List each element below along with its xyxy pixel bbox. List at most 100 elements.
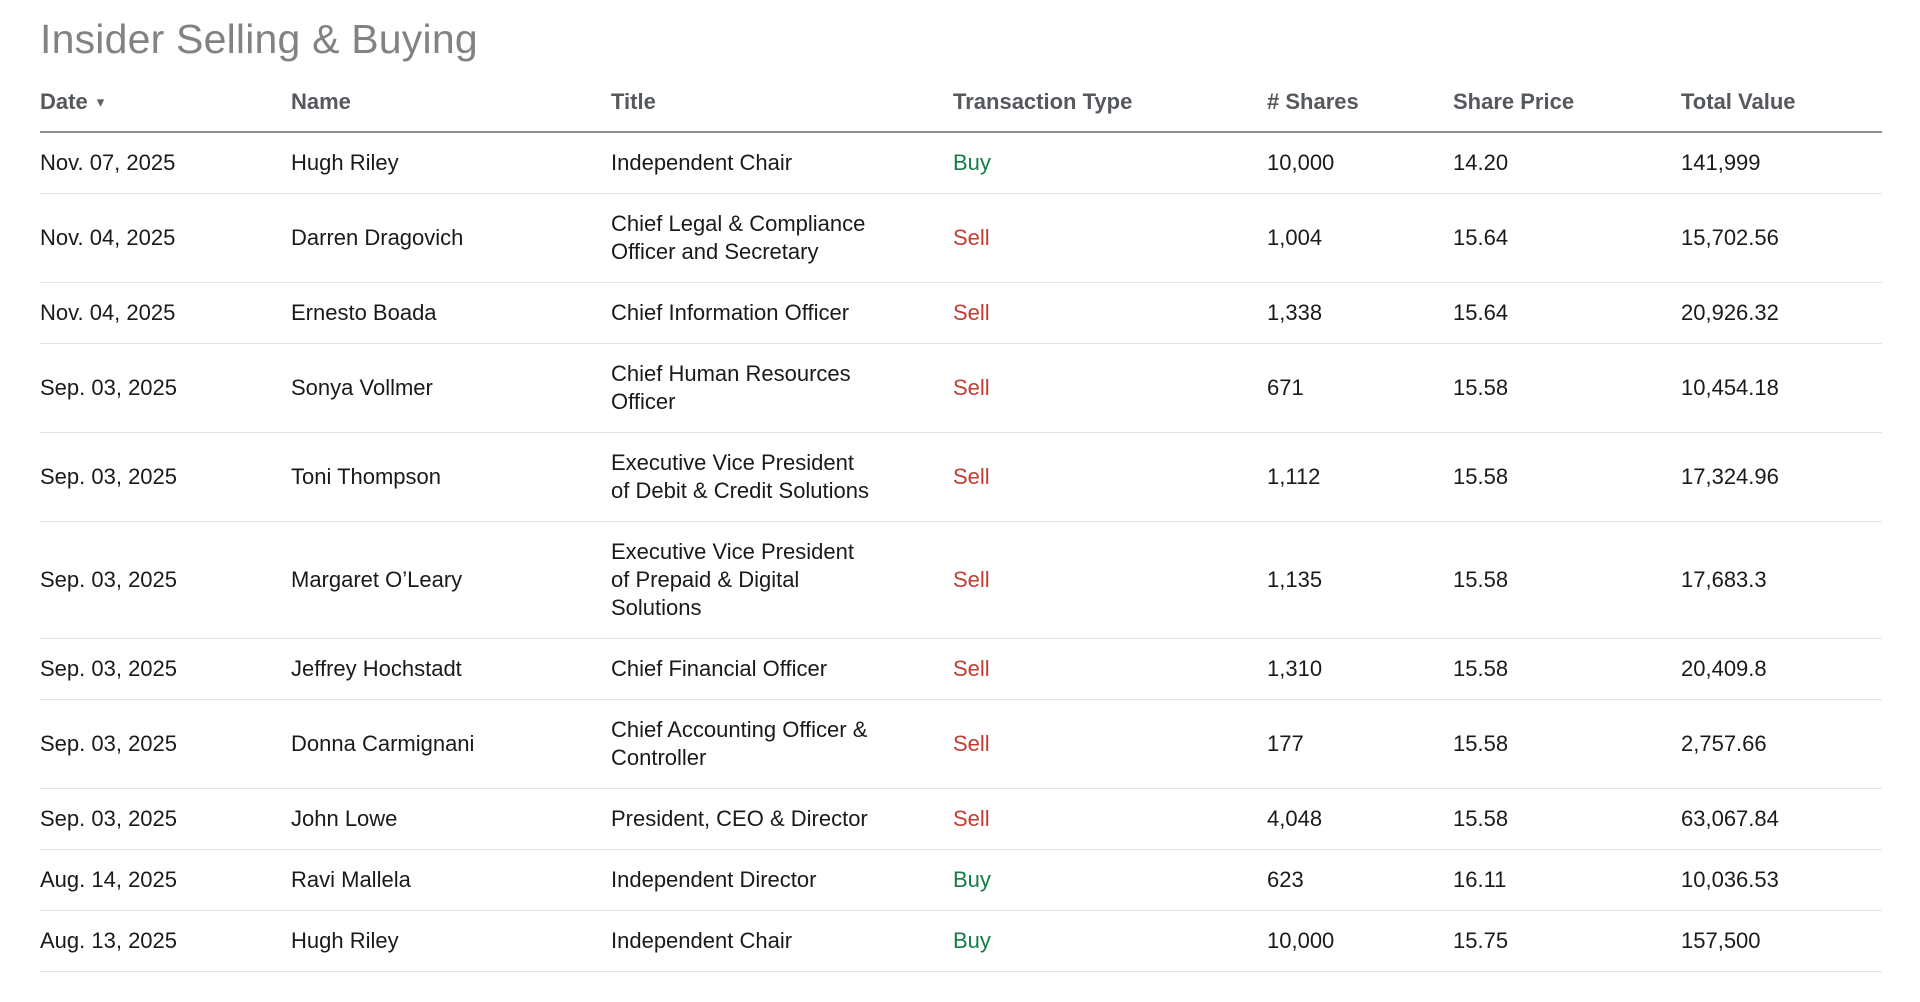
table-row: Nov. 07, 2025 Hugh Riley Independent Cha… xyxy=(40,132,1882,194)
title-text: Executive Vice President of Prepaid & Di… xyxy=(611,539,854,620)
transaction-type-cell: Sell xyxy=(953,432,1267,522)
title-cell: Independent Director xyxy=(611,849,953,911)
transaction-type-cell: Sell xyxy=(953,521,1267,639)
transaction-type-cell: Sell xyxy=(953,193,1267,283)
table-row: Nov. 04, 2025 Ernesto Boada Chief Inform… xyxy=(40,282,1882,344)
transaction-type-cell: Sell xyxy=(953,788,1267,850)
shares-cell: 4,048 xyxy=(1267,788,1453,850)
title-text: Chief Financial Officer xyxy=(611,656,828,681)
shares-cell: 177 xyxy=(1267,699,1453,789)
table-row: Aug. 14, 2025 Ravi Mallela Independent D… xyxy=(40,849,1882,911)
column-header-shares[interactable]: # Shares xyxy=(1267,89,1453,133)
name-cell: Darren Dragovich xyxy=(291,193,611,283)
transaction-type-cell: Sell xyxy=(953,699,1267,789)
total-value-cell: 157,500 xyxy=(1681,910,1882,972)
transaction-type-cell: Sell xyxy=(953,343,1267,433)
total-value-cell: 2,757.66 xyxy=(1681,699,1882,789)
name-cell: John Lowe xyxy=(291,788,611,850)
column-header-name[interactable]: Name xyxy=(291,89,611,133)
table-row: Sep. 03, 2025 Jeffrey Hochstadt Chief Fi… xyxy=(40,638,1882,700)
name-cell: Margaret O’Leary xyxy=(291,521,611,639)
total-value-cell: 10,036.53 xyxy=(1681,849,1882,911)
total-value-cell: 63,067.84 xyxy=(1681,788,1882,850)
name-cell: Sonya Vollmer xyxy=(291,343,611,433)
share-price-cell: 15.58 xyxy=(1453,699,1681,789)
date-cell: Sep. 03, 2025 xyxy=(40,343,291,433)
shares-cell: 1,135 xyxy=(1267,521,1453,639)
title-cell: Independent Chair xyxy=(611,910,953,972)
transaction-type-cell: Buy xyxy=(953,132,1267,194)
name-cell: Jeffrey Hochstadt xyxy=(291,638,611,700)
title-text: Independent Director xyxy=(611,867,817,892)
title-cell: Executive Vice President of Debit & Cred… xyxy=(611,432,953,522)
table-row: Sep. 03, 2025 Sonya Vollmer Chief Human … xyxy=(40,343,1882,433)
column-header-total-value[interactable]: Total Value xyxy=(1681,89,1882,133)
date-cell: Aug. 14, 2025 xyxy=(40,849,291,911)
share-price-cell: 14.20 xyxy=(1453,132,1681,194)
title-cell: Chief Financial Officer xyxy=(611,638,953,700)
share-price-cell: 15.64 xyxy=(1453,193,1681,283)
column-header-date[interactable]: Date ▾ xyxy=(40,89,291,133)
shares-cell: 1,004 xyxy=(1267,193,1453,283)
name-cell: Donna Carmignani xyxy=(291,699,611,789)
total-value-cell: 17,324.96 xyxy=(1681,432,1882,522)
transaction-type-cell: Buy xyxy=(953,849,1267,911)
page-title: Insider Selling & Buying xyxy=(40,16,478,62)
title-text: Chief Human Resources Officer xyxy=(611,361,851,414)
title-cell: Chief Human Resources Officer xyxy=(611,343,953,433)
share-price-cell: 15.64 xyxy=(1453,282,1681,344)
shares-cell: 10,000 xyxy=(1267,132,1453,194)
date-cell: Sep. 03, 2025 xyxy=(40,432,291,522)
table-row: Sep. 03, 2025 Toni Thompson Executive Vi… xyxy=(40,432,1882,522)
table-row: Sep. 03, 2025 Donna Carmignani Chief Acc… xyxy=(40,699,1882,789)
shares-cell: 1,310 xyxy=(1267,638,1453,700)
title-text: Independent Chair xyxy=(611,928,793,953)
share-price-cell: 15.75 xyxy=(1453,910,1681,972)
share-price-cell: 15.58 xyxy=(1453,638,1681,700)
column-header-transaction-type[interactable]: Transaction Type xyxy=(953,89,1267,133)
date-cell: Nov. 07, 2025 xyxy=(40,132,291,194)
column-header-share-price[interactable]: Share Price xyxy=(1453,89,1681,133)
name-cell: Hugh Riley xyxy=(291,132,611,194)
total-value-cell: 141,999 xyxy=(1681,132,1882,194)
date-cell: Sep. 03, 2025 xyxy=(40,521,291,639)
total-value-cell: 15,702.56 xyxy=(1681,193,1882,283)
date-cell: Sep. 03, 2025 xyxy=(40,788,291,850)
table-row: Aug. 13, 2025 Hugh Riley Independent Cha… xyxy=(40,910,1882,972)
name-cell: Ernesto Boada xyxy=(291,282,611,344)
title-cell: Chief Information Officer xyxy=(611,282,953,344)
title-cell: Chief Legal & Compliance Officer and Sec… xyxy=(611,193,953,283)
total-value-cell: 20,409.8 xyxy=(1681,638,1882,700)
transaction-type-cell: Sell xyxy=(953,282,1267,344)
total-value-cell: 10,454.18 xyxy=(1681,343,1882,433)
title-cell: President, CEO & Director xyxy=(611,788,953,850)
insider-transactions-page: Insider Selling & Buying Date ▾ Name Titl… xyxy=(40,16,1882,972)
title-text: Chief Accounting Officer & Controller xyxy=(611,717,868,770)
name-cell: Ravi Mallela xyxy=(291,849,611,911)
title-text: President, CEO & Director xyxy=(611,806,868,831)
table-row: Sep. 03, 2025 Margaret O’Leary Executive… xyxy=(40,521,1882,639)
share-price-cell: 15.58 xyxy=(1453,343,1681,433)
column-header-date-label: Date xyxy=(40,89,88,114)
title-cell: Executive Vice President of Prepaid & Di… xyxy=(611,521,953,639)
date-cell: Nov. 04, 2025 xyxy=(40,282,291,344)
title-text: Independent Chair xyxy=(611,150,793,175)
column-header-title[interactable]: Title xyxy=(611,89,953,133)
share-price-cell: 16.11 xyxy=(1453,849,1681,911)
date-cell: Nov. 04, 2025 xyxy=(40,193,291,283)
date-cell: Sep. 03, 2025 xyxy=(40,638,291,700)
share-price-cell: 15.58 xyxy=(1453,432,1681,522)
title-text: Executive Vice President of Debit & Cred… xyxy=(611,450,870,503)
shares-cell: 1,112 xyxy=(1267,432,1453,522)
table-row: Sep. 03, 2025 John Lowe President, CEO &… xyxy=(40,788,1882,850)
total-value-cell: 17,683.3 xyxy=(1681,521,1882,639)
insider-transactions-table: Date ▾ Name Title Transaction Type # Shar… xyxy=(40,89,1882,972)
total-value-cell: 20,926.32 xyxy=(1681,282,1882,344)
date-cell: Sep. 03, 2025 xyxy=(40,699,291,789)
date-cell: Aug. 13, 2025 xyxy=(40,910,291,972)
title-cell: Independent Chair xyxy=(611,132,953,194)
share-price-cell: 15.58 xyxy=(1453,521,1681,639)
shares-cell: 10,000 xyxy=(1267,910,1453,972)
table-row: Nov. 04, 2025 Darren Dragovich Chief Leg… xyxy=(40,193,1882,283)
transaction-type-cell: Sell xyxy=(953,638,1267,700)
